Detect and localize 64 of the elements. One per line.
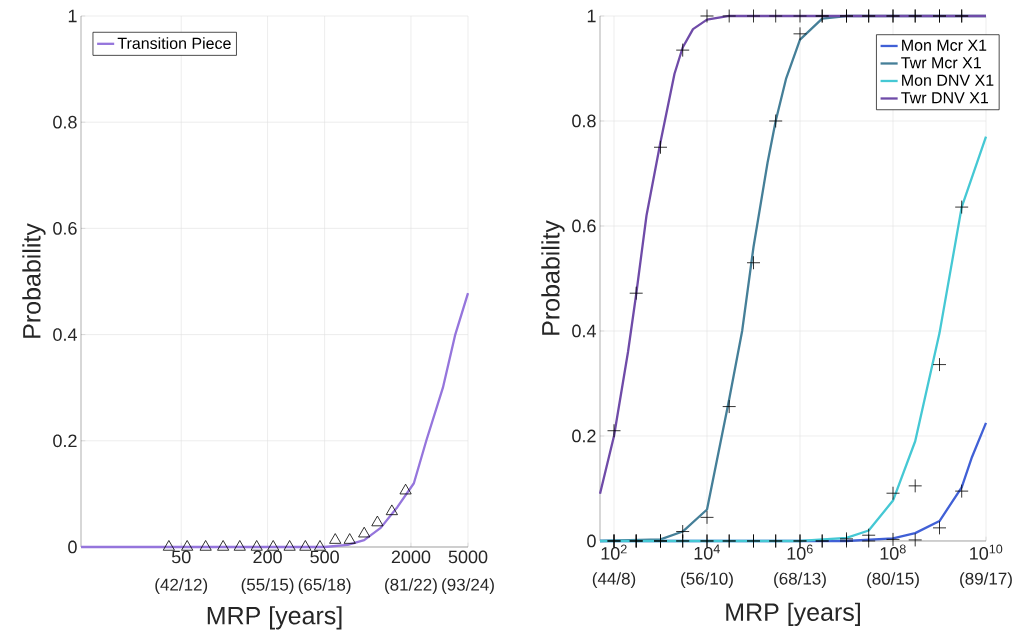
legend-label: Mon Mcr X1 [902, 39, 987, 51]
y-tick-label: 0 [587, 534, 596, 548]
point [629, 286, 644, 301]
y-tick-label: 0.8 [572, 114, 596, 128]
point [722, 9, 737, 23]
x-tick-label: 500 [310, 550, 339, 564]
x-axis-title: MRP [years] [726, 602, 860, 626]
y-tick-label: 0.6 [53, 222, 77, 235]
x-tick-label: 2000 [391, 550, 431, 564]
x-axis-title: MRP [years] [207, 606, 342, 630]
y-tick-label: 0 [68, 540, 77, 554]
legend-label: Transition Piece [117, 37, 231, 50]
x-tick-label: 50 [171, 550, 191, 564]
point [932, 357, 947, 372]
text: (56/10) [681, 572, 733, 589]
text: (93/24) [442, 578, 494, 595]
text: (89/17) [960, 572, 1012, 589]
point [746, 9, 761, 23]
point [700, 9, 714, 23]
point [700, 510, 714, 525]
y-tick-label: 0.6 [572, 219, 596, 233]
point [886, 532, 900, 547]
y-tick-label: 1 [68, 9, 77, 23]
y-tick-label: 1 [587, 9, 596, 23]
point [722, 399, 737, 414]
y-axis-title: Probability [22, 223, 46, 338]
text: (81/22) [385, 578, 437, 595]
text: (65/18) [298, 578, 351, 595]
text: (44/8) [592, 572, 636, 589]
point [793, 9, 807, 23]
x-tick-label: 10$^{6}$ [787, 544, 813, 560]
y-axis-title: Probability [541, 220, 565, 335]
y-tick-label: 0.2 [572, 429, 596, 443]
point [954, 484, 969, 499]
point [607, 423, 621, 438]
point [954, 200, 969, 214]
y-tick-label: 0.2 [53, 434, 77, 448]
x-tick-label: 10$^{8}$ [880, 544, 906, 560]
legend-label: Twr Mcr X1 [901, 57, 981, 69]
text: (42/12) [155, 578, 208, 595]
point [675, 43, 690, 58]
x-tick-label: 10$^{2}$ [601, 544, 627, 560]
point [653, 140, 668, 155]
x-tick-label: 5000 [448, 550, 488, 564]
point [861, 528, 876, 543]
point [932, 520, 947, 535]
point [793, 26, 807, 41]
point [746, 255, 761, 270]
point [908, 533, 923, 547]
y-tick-label: 0.4 [53, 328, 77, 341]
legend-label: Mon DNV X1 [902, 74, 994, 86]
x-tick-label: 200 [253, 550, 282, 564]
legend-label: Twr DNV X1 [901, 92, 989, 104]
x-tick-label: 10$^{10}$ [970, 544, 1003, 560]
y-tick-label: 0.4 [572, 324, 596, 338]
point [768, 114, 783, 128]
y-tick-label: 0.8 [53, 115, 77, 129]
point [908, 478, 923, 493]
text: (55/15) [241, 578, 294, 595]
point [768, 9, 783, 23]
x-tick-label: 10$^{4}$ [694, 544, 720, 560]
point [886, 486, 900, 501]
text: (80/15) [867, 572, 919, 589]
text: (68/13) [774, 572, 826, 589]
